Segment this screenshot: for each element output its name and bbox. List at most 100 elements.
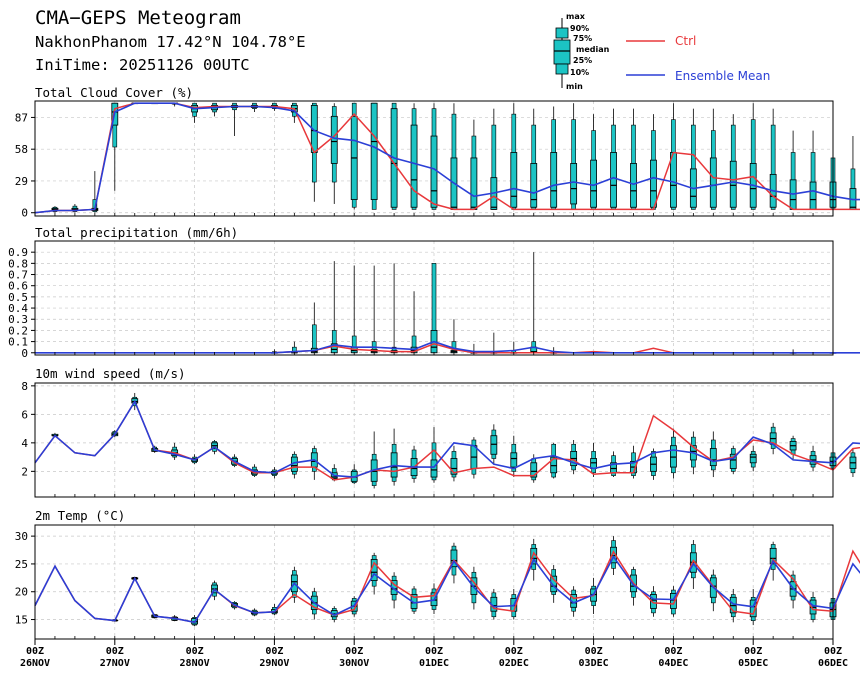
- box-37: [769, 422, 777, 455]
- box-21: [450, 103, 458, 210]
- x-date-label: 01DEC: [419, 658, 449, 669]
- panel-title: Total precipitation (mm/6h): [35, 225, 238, 240]
- box-17: [370, 431, 378, 489]
- y-tick-label: 25: [15, 558, 28, 571]
- box-20: [430, 263, 438, 354]
- box-iqr: [370, 102, 378, 200]
- box-29: [610, 108, 617, 210]
- box-iqr: [530, 462, 538, 478]
- y-tick-label: 20: [15, 586, 28, 599]
- legend-label-median: median: [576, 45, 610, 54]
- x-hour-label: 00Z: [26, 646, 44, 657]
- y-tick-label: 29: [15, 175, 28, 188]
- ensemble-mean-line: [34, 555, 860, 624]
- box-iqr: [650, 594, 657, 609]
- legend-label-p90: 90%: [570, 24, 589, 33]
- legend-box-upper: [555, 27, 569, 39]
- box-35: [729, 114, 737, 210]
- box-iqr: [450, 458, 458, 475]
- y-tick-label: 87: [15, 111, 28, 124]
- box-iqr: [570, 163, 578, 205]
- box-iqr: [450, 549, 458, 568]
- legend-box-core: [553, 39, 571, 65]
- box-34: [709, 569, 717, 612]
- box-27: [570, 103, 578, 210]
- box-iqr: [610, 152, 617, 208]
- y-tick-label: 2: [21, 465, 28, 478]
- x-date-label: 04DEC: [658, 658, 688, 669]
- x-hour-label: 00Z: [585, 646, 603, 657]
- x-hour-label: 00Z: [186, 646, 204, 657]
- box-26: [550, 106, 558, 210]
- box-iqr: [670, 445, 677, 468]
- box-9: [211, 102, 218, 117]
- y-tick-label: 0.8: [8, 257, 28, 270]
- y-tick-label: 0: [21, 347, 28, 360]
- box-17: [370, 102, 378, 210]
- y-tick-label: 4: [21, 437, 28, 450]
- legend-ctrl-label: Ctrl: [675, 34, 696, 48]
- box-iqr: [430, 459, 438, 478]
- box-iqr: [809, 181, 817, 210]
- box-16: [350, 102, 358, 210]
- box-16: [350, 464, 358, 485]
- box-39: [809, 130, 817, 210]
- box-iqr: [550, 575, 558, 593]
- y-tick-label: 0.6: [8, 280, 28, 293]
- init-time: IniTime: 20251126 00UTC: [35, 56, 250, 74]
- box-18: [390, 428, 398, 486]
- box-36: [749, 103, 757, 210]
- box-19: [410, 103, 418, 210]
- box-32: [670, 586, 677, 617]
- x-date-label: 30NOV: [339, 658, 369, 669]
- y-tick-label: 0.3: [8, 313, 28, 326]
- y-tick-label: 0.5: [8, 291, 28, 304]
- box-11: [251, 102, 258, 112]
- box-24: [510, 435, 518, 478]
- x-hour-label: 00Z: [824, 646, 842, 657]
- box-iqr: [530, 163, 538, 208]
- box-32: [670, 428, 677, 479]
- y-tick-label: 0.9: [8, 246, 28, 259]
- box-20: [430, 103, 438, 210]
- box-iqr: [729, 453, 737, 469]
- panel-title: 10m wind speed (m/s): [35, 366, 186, 381]
- box-19: [410, 291, 418, 354]
- x-hour-label: 00Z: [744, 646, 762, 657]
- box-24: [510, 103, 518, 210]
- y-tick-label: 6: [21, 408, 28, 421]
- box-iqr: [550, 152, 558, 208]
- box-outer: [691, 124, 696, 210]
- ctrl-line: [34, 549, 860, 624]
- box-19: [410, 586, 418, 614]
- ensemble-mean-line: [34, 102, 860, 214]
- box-8: [191, 615, 199, 627]
- box-8: [191, 102, 199, 123]
- box-27: [570, 440, 578, 475]
- y-tick-label: 0.4: [8, 302, 28, 315]
- y-tick-label: 58: [15, 143, 28, 156]
- box-iqr: [470, 157, 478, 210]
- box-21: [450, 445, 458, 482]
- box-iqr: [650, 159, 657, 208]
- y-tick-label: 0.7: [8, 269, 28, 282]
- legend-label-p75: 75%: [573, 34, 592, 43]
- box-35: [729, 445, 737, 475]
- box-31: [650, 114, 657, 210]
- box-iqr: [630, 163, 637, 208]
- ensemble-mean-line: [34, 399, 860, 478]
- box-iqr: [709, 448, 717, 467]
- box-iqr: [330, 115, 338, 164]
- box-iqr: [670, 593, 677, 609]
- box-38: [789, 130, 797, 210]
- x-date-label: 29NOV: [259, 658, 289, 669]
- panel-title: 2m Temp (°C): [35, 508, 125, 523]
- y-tick-label: 0.2: [8, 324, 28, 337]
- box-25: [530, 108, 538, 210]
- box-iqr: [410, 124, 418, 208]
- box-14: [310, 302, 318, 354]
- legend: max 90%75% median 25% 10% min Ctrl Ensemble Mea…: [553, 12, 770, 91]
- x-hour-label: 00Z: [664, 646, 682, 657]
- box-iqr: [430, 135, 438, 208]
- box-iqr: [510, 452, 518, 468]
